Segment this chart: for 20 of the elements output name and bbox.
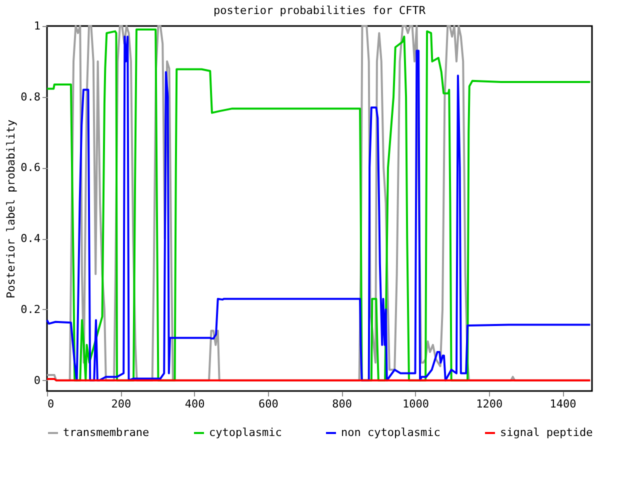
y-tick-label: 0.4 [20,232,41,246]
y-tick-label: 0 [34,374,40,387]
y-tick-label: 1 [34,20,40,32]
legend-label: transmembrane [63,426,150,439]
x-tick-label: 200 [111,398,132,410]
chart-title: posterior probabilities for CFTR [214,4,426,17]
x-tick-label: 0 [48,398,54,410]
y-axis-title: Posterior label probability [4,119,18,298]
legend-label: cytoplasmic [209,426,282,439]
x-tick-label: 1200 [476,398,503,410]
legend-label: signal peptide [500,426,593,439]
x-tick-label: 600 [258,398,278,410]
legend-label: non cytoplasmic [341,426,440,439]
x-tick-label: 400 [184,398,205,410]
y-tick-label: 0.6 [20,161,40,174]
x-tick-label: 1000 [402,398,429,410]
x-tick-label: 800 [332,398,352,410]
y-tick-label: 0.8 [20,90,40,104]
x-tick-label: 1400 [550,398,576,410]
y-tick-label: 0.2 [20,302,40,316]
